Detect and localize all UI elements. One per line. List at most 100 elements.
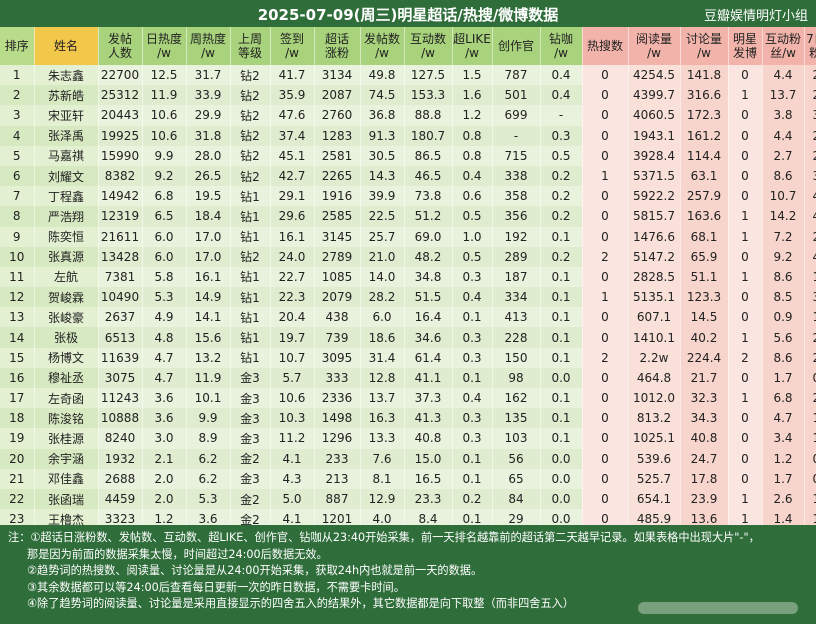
table-cell: 钻2 xyxy=(230,246,271,267)
table-cell: 36.8 xyxy=(360,105,405,126)
table-row: 5 马嘉祺 15990 9.9 28.0 钻2 45.1 2581 30.5 86.5 0.8 715… xyxy=(0,145,816,166)
table-row: 13 张峻豪 2637 4.9 14.1 钻1 20.4 438 6.0 16.4 0.1 413 0.… xyxy=(0,307,816,328)
table-cell: 金2 xyxy=(230,509,271,530)
table-cell: 1 xyxy=(728,266,763,288)
table-cell: 1.5 xyxy=(452,65,493,86)
note-line: ③其余数据都可以等24:00后查看每日更新一次的昨日数据，不需要卡时间。 xyxy=(27,580,405,594)
column-header: 阅读量/w xyxy=(628,27,681,65)
table-cell: 8.9 xyxy=(186,428,231,449)
table-cell: 3.6 xyxy=(186,509,231,530)
table-cell: 0.6 xyxy=(804,367,816,388)
table-cell: 14 xyxy=(0,327,35,348)
table-cell: 5.0 xyxy=(270,488,315,510)
table-cell: 8240 xyxy=(98,428,143,449)
table-cell: 2.1 xyxy=(142,448,187,469)
table-cell: 0.6 xyxy=(804,468,816,489)
table-cell: 29.9 xyxy=(186,105,231,126)
table-cell: 金3 xyxy=(230,388,271,409)
table-cell: 1943.1 xyxy=(628,125,681,146)
table-cell: 2760 xyxy=(314,105,361,126)
table-cell: 162 xyxy=(492,388,541,409)
table-row: 14 张极 6513 4.8 15.6 钻1 19.7 739 18.6 34.6 0.3 228 0.… xyxy=(0,327,816,348)
table-cell: 413 xyxy=(492,307,541,328)
table-cell: 张峻豪 xyxy=(34,307,99,328)
table-cell: 16.1 xyxy=(186,266,231,288)
table-cell: 6.0 xyxy=(142,246,187,267)
table-cell: 余宇涵 xyxy=(34,448,99,469)
table-cell: 51.2 xyxy=(404,206,453,227)
table-cell: 333 xyxy=(314,367,361,388)
table-cell: 438 xyxy=(314,307,361,328)
table-cell: 8.5 xyxy=(762,287,805,308)
table-cell: 钻2 xyxy=(230,165,271,187)
table-cell: 0 xyxy=(728,105,763,126)
table-cell: 4.7 xyxy=(142,367,187,388)
table-cell: 1.2 xyxy=(762,448,805,469)
table-cell: 9 xyxy=(0,226,35,247)
table-cell: 12.9 xyxy=(360,488,405,510)
table-cell: 0 xyxy=(582,266,629,288)
table-cell: 钻2 xyxy=(230,105,271,126)
table-cell: 6.0 xyxy=(142,226,187,247)
table-cell: 3.5 xyxy=(804,165,816,187)
table-cell: 141.8 xyxy=(680,65,729,86)
table-cell: 2 xyxy=(582,246,629,267)
table-cell: 4.7 xyxy=(142,347,187,368)
table-cell: 5135.1 xyxy=(628,287,681,308)
table-cell: 10.3 xyxy=(270,408,315,429)
table-row: 20 余宇涵 1932 2.1 6.2 金2 4.1 233 7.6 15.0 0.1 56 0.0 0 5… xyxy=(0,448,816,469)
table-cell: 4.7 xyxy=(762,408,805,429)
table-cell: 3.8 xyxy=(762,105,805,126)
table-cell: 5922.2 xyxy=(628,186,681,207)
column-header: 7日涨粉/w xyxy=(804,27,816,65)
table-cell: 16.1 xyxy=(270,226,315,247)
table-cell: 32.3 xyxy=(680,388,729,409)
table-cell: 10.6 xyxy=(270,388,315,409)
table-cell: 24.0 xyxy=(270,246,315,267)
table-cell: 0.5 xyxy=(540,145,583,166)
table-cell: 4459 xyxy=(98,488,143,510)
table-cell: 0.2 xyxy=(540,186,583,207)
table-cell: 0.0 xyxy=(540,488,583,510)
table-row: 23 王橹杰 3323 1.2 3.6 金2 4.1 1201 4.0 8.4 0.1 29 0.0 0 4… xyxy=(0,509,816,530)
table-cell: 3.8 xyxy=(804,105,816,126)
table-cell: 2688 xyxy=(98,468,143,489)
table-cell: 0 xyxy=(728,428,763,449)
table-cell: 17 xyxy=(0,388,35,409)
table-cell: 30.5 xyxy=(360,145,405,166)
table-cell: 338 xyxy=(492,165,541,187)
table-cell: 1 xyxy=(728,226,763,247)
table-cell: 28.0 xyxy=(186,145,231,166)
table-cell: 23.3 xyxy=(404,488,453,510)
table-cell: 12 xyxy=(0,287,35,308)
table-cell: 654.1 xyxy=(628,488,681,510)
table-cell: 192 xyxy=(492,226,541,247)
table-cell: 10 xyxy=(0,246,35,267)
table-cell: 0.4 xyxy=(452,287,493,308)
column-header: 互动数/w xyxy=(404,27,453,65)
table-cell: 0 xyxy=(582,206,629,227)
table-cell: 1085 xyxy=(314,266,361,288)
table-cell: 严浩翔 xyxy=(34,206,99,227)
table-cell: 233 xyxy=(314,448,361,469)
table-cell: 42.7 xyxy=(270,165,315,187)
table-cell: 2265 xyxy=(314,165,361,187)
table-cell: 14.3 xyxy=(360,165,405,187)
table-cell: 49.8 xyxy=(360,65,405,86)
table-cell: 485.9 xyxy=(628,509,681,530)
table-cell: 4.1 xyxy=(270,448,315,469)
table-cell: 10.6 xyxy=(142,125,187,146)
table-cell: 16.5 xyxy=(404,468,453,489)
table-cell: 0.4 xyxy=(540,85,583,106)
column-header: 姓名 xyxy=(34,27,99,65)
table-cell: - xyxy=(492,125,541,146)
table-cell: 2 xyxy=(728,347,763,368)
column-header: 排序 xyxy=(0,27,35,65)
table-cell: 5147.2 xyxy=(628,246,681,267)
table-cell: 98 xyxy=(492,367,541,388)
table-cell: 18.6 xyxy=(360,327,405,348)
table-cell: 8.4 xyxy=(404,509,453,530)
table-cell: 74.5 xyxy=(360,85,405,106)
table-cell: 0 xyxy=(582,468,629,489)
table-cell: 7 xyxy=(0,186,35,207)
